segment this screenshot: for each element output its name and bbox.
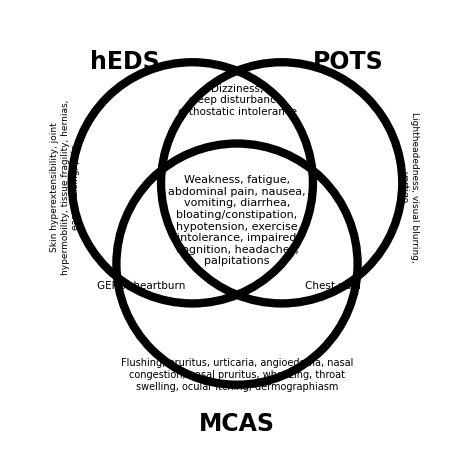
- Text: POTS: POTS: [313, 50, 384, 74]
- Text: Weakness, fatigue,
abdominal pain, nausea,
vomiting, diarrhea,
bloating/constipa: Weakness, fatigue, abdominal pain, nause…: [168, 175, 306, 266]
- Text: Lightheadedness, visual blurring,
vertigo: Lightheadedness, visual blurring, vertig…: [399, 112, 419, 263]
- Text: Skin hyperextensibility, joint
hypermobility, tissue fragility, hernias,
easy br: Skin hyperextensibility, joint hypermobi…: [50, 100, 80, 275]
- Text: Chest pain: Chest pain: [305, 281, 361, 291]
- Text: GERD, heartburn: GERD, heartburn: [97, 281, 185, 291]
- Text: Flushing, pruritus, urticaria, angioedema, nasal
congestion, nasal pruritus, whe: Flushing, pruritus, urticaria, angioedem…: [121, 358, 353, 391]
- Text: hEDS: hEDS: [91, 50, 160, 74]
- Text: Dizziness,
sleep disturbance,
orthostatic intolerance: Dizziness, sleep disturbance, orthostati…: [177, 84, 297, 117]
- Text: MCAS: MCAS: [199, 412, 275, 436]
